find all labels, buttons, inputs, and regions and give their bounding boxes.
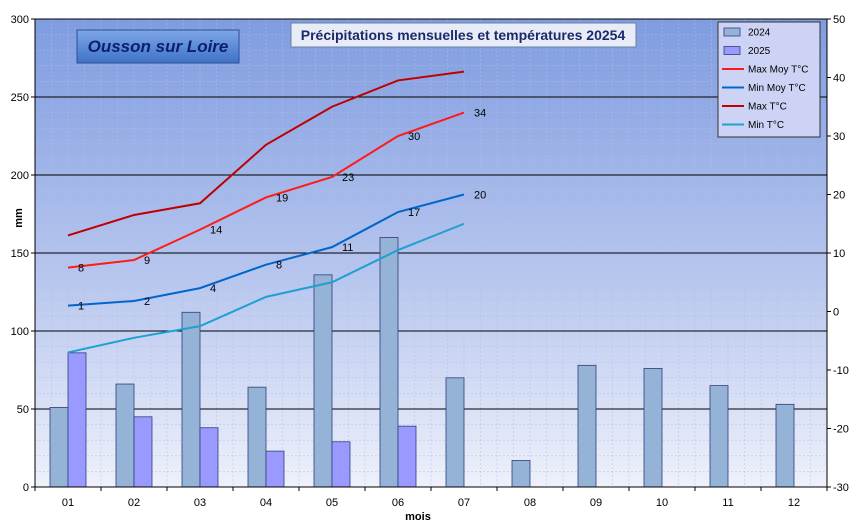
axes: 050100150200250300-30-20-100102030405001… (11, 14, 849, 509)
y-axis-title: mm (13, 208, 25, 228)
bar-2024-09 (577, 364, 597, 488)
data-label-max-moy-t-c: 14 (210, 225, 222, 237)
data-label-min-moy-t-c: 17 (408, 207, 420, 219)
data-label-min-moy-t-c: 20 (474, 190, 486, 202)
legend-box (717, 21, 821, 138)
place-label-box: Ousson sur Loire (76, 29, 240, 64)
bar-2024-12 (775, 403, 795, 488)
y-right-tick-label: 10 (833, 248, 845, 260)
x-tick-label: 10 (656, 497, 668, 509)
legend-label: Max T°C (748, 102, 787, 113)
x-tick-label: 07 (458, 497, 470, 509)
x-axis-title: mois (405, 511, 431, 523)
bar-2024-08 (511, 460, 531, 488)
data-label-max-moy-t-c: 30 (408, 131, 420, 143)
x-tick-label: 08 (524, 497, 536, 509)
data-label-max-moy-t-c: 23 (342, 172, 354, 184)
data-label-min-moy-t-c: 4 (210, 283, 216, 295)
data-label-max-moy-t-c: 9 (144, 255, 150, 267)
bar-2024-03 (181, 311, 201, 488)
data-label-max-moy-t-c: 8 (78, 263, 84, 275)
legend: 2024 2025 Max Moy T°C Min Moy T°C Max T°C Min… (717, 21, 821, 138)
legend-label: 2025 (748, 46, 771, 57)
bar-2024-10 (643, 368, 663, 488)
y-right-tick-label: 0 (833, 307, 839, 319)
y-right-tick-label: 40 (833, 73, 845, 85)
data-labels: 8 9 14 19 23 30 34 1 2 4 8 11 17 20 (78, 108, 486, 313)
y-left-tick-label: 250 (11, 92, 29, 104)
x-tick-label: 02 (128, 497, 140, 509)
bar-2025-05 (331, 441, 351, 488)
place-label: Ousson sur Loire (88, 37, 229, 56)
legend-label: Min Moy T°C (748, 83, 806, 94)
y-left-tick-label: 50 (17, 404, 29, 416)
grid (35, 18, 827, 487)
y-left-tick-label: 0 (23, 482, 29, 494)
data-label-min-moy-t-c: 8 (276, 260, 282, 272)
y-right-tick-label: -20 (833, 424, 849, 436)
y-right-tick-label: 20 (833, 190, 845, 202)
bars (49, 236, 795, 488)
x-tick-label: 06 (392, 497, 404, 509)
title-box: Précipitations mensuelles et température… (290, 22, 637, 48)
bar-2025-04 (265, 450, 285, 488)
x-tick-label: 12 (788, 497, 800, 509)
bar-2024-04 (247, 386, 267, 488)
data-label-min-moy-t-c: 11 (342, 242, 353, 254)
bar-2024-02 (115, 383, 135, 488)
bar-2024-05 (313, 274, 333, 488)
lines (67, 70, 465, 354)
y-right-tick-label: 50 (833, 14, 845, 26)
data-label-min-moy-t-c: 1 (78, 301, 84, 313)
line-min-moy-t-c (67, 193, 465, 307)
legend-swatch-2025 (723, 46, 741, 55)
bar-2025-01 (67, 352, 87, 488)
bar-2024-06 (379, 236, 399, 488)
y-left-tick-label: 200 (11, 170, 29, 182)
legend-label: 2024 (748, 28, 771, 39)
x-tick-label: 01 (62, 497, 74, 509)
y-left-tick-label: 150 (11, 248, 29, 260)
data-label-max-moy-t-c: 34 (474, 108, 486, 120)
chart-title: Précipitations mensuelles et température… (301, 27, 626, 43)
legend-label: Min T°C (748, 120, 784, 131)
y-left-tick-label: 300 (11, 14, 29, 26)
bar-2024-01 (49, 407, 69, 488)
x-tick-label: 04 (260, 497, 272, 509)
y-right-tick-label: 30 (833, 131, 845, 143)
bar-2024-11 (709, 385, 729, 488)
y-right-tick-label: -30 (833, 482, 849, 494)
bar-2025-03 (199, 427, 219, 488)
bar-2024-07 (445, 377, 465, 488)
legend-label: Max Moy T°C (748, 65, 809, 76)
data-label-max-moy-t-c: 19 (276, 192, 288, 204)
line-min-t-c (67, 222, 465, 354)
y-left-tick-label: 100 (11, 326, 29, 338)
line-max-moy-t-c (67, 111, 465, 269)
x-tick-label: 03 (194, 497, 206, 509)
x-tick-label: 05 (326, 497, 338, 509)
data-label-min-moy-t-c: 2 (144, 296, 150, 308)
x-tick-label: 09 (590, 497, 602, 509)
line-max-t-c (67, 70, 465, 237)
bar-2025-02 (133, 416, 153, 488)
x-tick-label: 11 (722, 497, 733, 509)
y-right-tick-label: -10 (833, 365, 849, 377)
legend-swatch-2024 (723, 27, 741, 37)
bar-2025-06 (397, 425, 417, 488)
